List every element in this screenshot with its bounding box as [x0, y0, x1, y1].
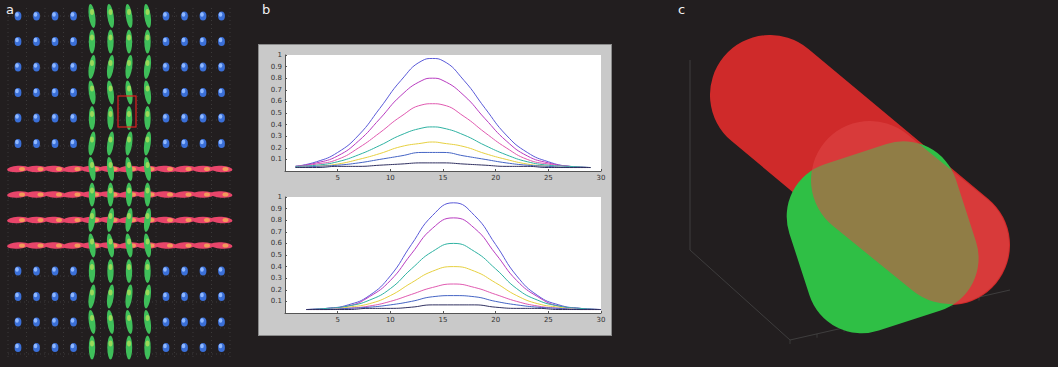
svg-text:0.5: 0.5 [271, 109, 282, 117]
svg-text:25: 25 [544, 174, 553, 182]
svg-text:25: 25 [544, 316, 553, 324]
svg-text:0.4: 0.4 [271, 263, 283, 271]
svg-text:0.1: 0.1 [271, 297, 282, 305]
svg-text:15: 15 [439, 174, 448, 182]
svg-text:1: 1 [278, 193, 282, 201]
svg-text:20: 20 [491, 174, 500, 182]
svg-text:0.3: 0.3 [271, 274, 282, 282]
svg-text:0.4: 0.4 [271, 121, 283, 129]
svg-text:0.8: 0.8 [271, 74, 282, 82]
svg-text:0.7: 0.7 [271, 86, 282, 94]
svg-text:30: 30 [597, 316, 606, 324]
svg-text:0.9: 0.9 [271, 63, 282, 71]
svg-text:5: 5 [335, 174, 339, 182]
svg-text:0.2: 0.2 [271, 286, 282, 294]
svg-text:0.9: 0.9 [271, 205, 282, 213]
svg-text:10: 10 [386, 316, 395, 324]
svg-text:0.7: 0.7 [271, 228, 282, 236]
svg-text:0.3: 0.3 [271, 132, 282, 140]
svg-text:20: 20 [491, 316, 500, 324]
svg-text:0.6: 0.6 [271, 97, 283, 105]
svg-text:5: 5 [335, 316, 339, 324]
svg-text:0.5: 0.5 [271, 251, 282, 259]
svg-text:0.6: 0.6 [271, 239, 283, 247]
svg-text:15: 15 [439, 316, 448, 324]
html-text:c: c [678, 2, 686, 17]
svg-text:0.2: 0.2 [271, 144, 282, 152]
svg-text:0.8: 0.8 [271, 216, 282, 224]
html-text:b: b [262, 2, 271, 17]
svg-text:30: 30 [597, 174, 606, 182]
svg-text:1: 1 [278, 51, 282, 59]
html-text:a: a [6, 2, 14, 17]
svg-text:10: 10 [386, 174, 395, 182]
svg-text:0.1: 0.1 [271, 155, 282, 163]
